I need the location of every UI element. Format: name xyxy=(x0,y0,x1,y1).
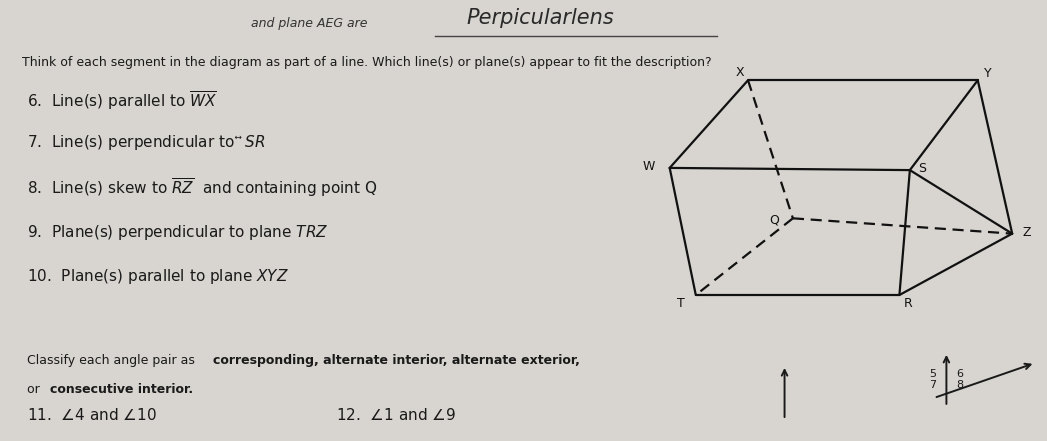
Text: 7: 7 xyxy=(930,380,936,390)
Text: R: R xyxy=(904,297,912,310)
Text: Perpicularlens: Perpicularlens xyxy=(466,8,614,28)
Text: S: S xyxy=(918,162,927,175)
Text: W: W xyxy=(643,160,655,173)
Text: 6: 6 xyxy=(957,369,963,379)
Text: consecutive interior.: consecutive interior. xyxy=(50,383,194,396)
Text: 8: 8 xyxy=(956,380,963,390)
Text: 11.  $\angle$4 and $\angle$10: 11. $\angle$4 and $\angle$10 xyxy=(27,407,157,423)
Text: 7.  Line(s) perpendicular to $\overleftrightarrow{SR}$: 7. Line(s) perpendicular to $\overleftri… xyxy=(27,133,266,152)
Text: Q: Q xyxy=(770,213,779,227)
Text: 9.  Plane(s) perpendicular to plane $TRZ$: 9. Plane(s) perpendicular to plane $TRZ$ xyxy=(27,223,329,242)
Text: and plane AEG are: and plane AEG are xyxy=(251,17,367,30)
Text: Y: Y xyxy=(984,67,992,80)
Text: 10.  Plane(s) parallel to plane $XYZ$: 10. Plane(s) parallel to plane $XYZ$ xyxy=(27,266,289,285)
Text: Think of each segment in the diagram as part of a line. Which line(s) or plane(s: Think of each segment in the diagram as … xyxy=(22,56,712,69)
Text: 6.  Line(s) parallel to $\overline{WX}$: 6. Line(s) parallel to $\overline{WX}$ xyxy=(27,89,218,112)
Text: 5: 5 xyxy=(930,369,936,379)
Text: Classify each angle pair as: Classify each angle pair as xyxy=(27,354,199,367)
Text: 8.  Line(s) skew to $\overline{RZ}$  and containing point Q: 8. Line(s) skew to $\overline{RZ}$ and c… xyxy=(27,177,378,199)
Text: X: X xyxy=(735,66,744,79)
Text: Z: Z xyxy=(1023,226,1031,239)
Text: T: T xyxy=(677,297,685,310)
Text: or: or xyxy=(27,383,44,396)
Text: corresponding, alternate interior, alternate exterior,: corresponding, alternate interior, alter… xyxy=(214,354,580,367)
Text: 12.  $\angle$1 and $\angle$9: 12. $\angle$1 and $\angle$9 xyxy=(335,407,455,423)
